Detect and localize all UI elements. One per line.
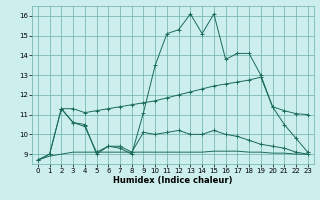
X-axis label: Humidex (Indice chaleur): Humidex (Indice chaleur) xyxy=(113,176,233,185)
